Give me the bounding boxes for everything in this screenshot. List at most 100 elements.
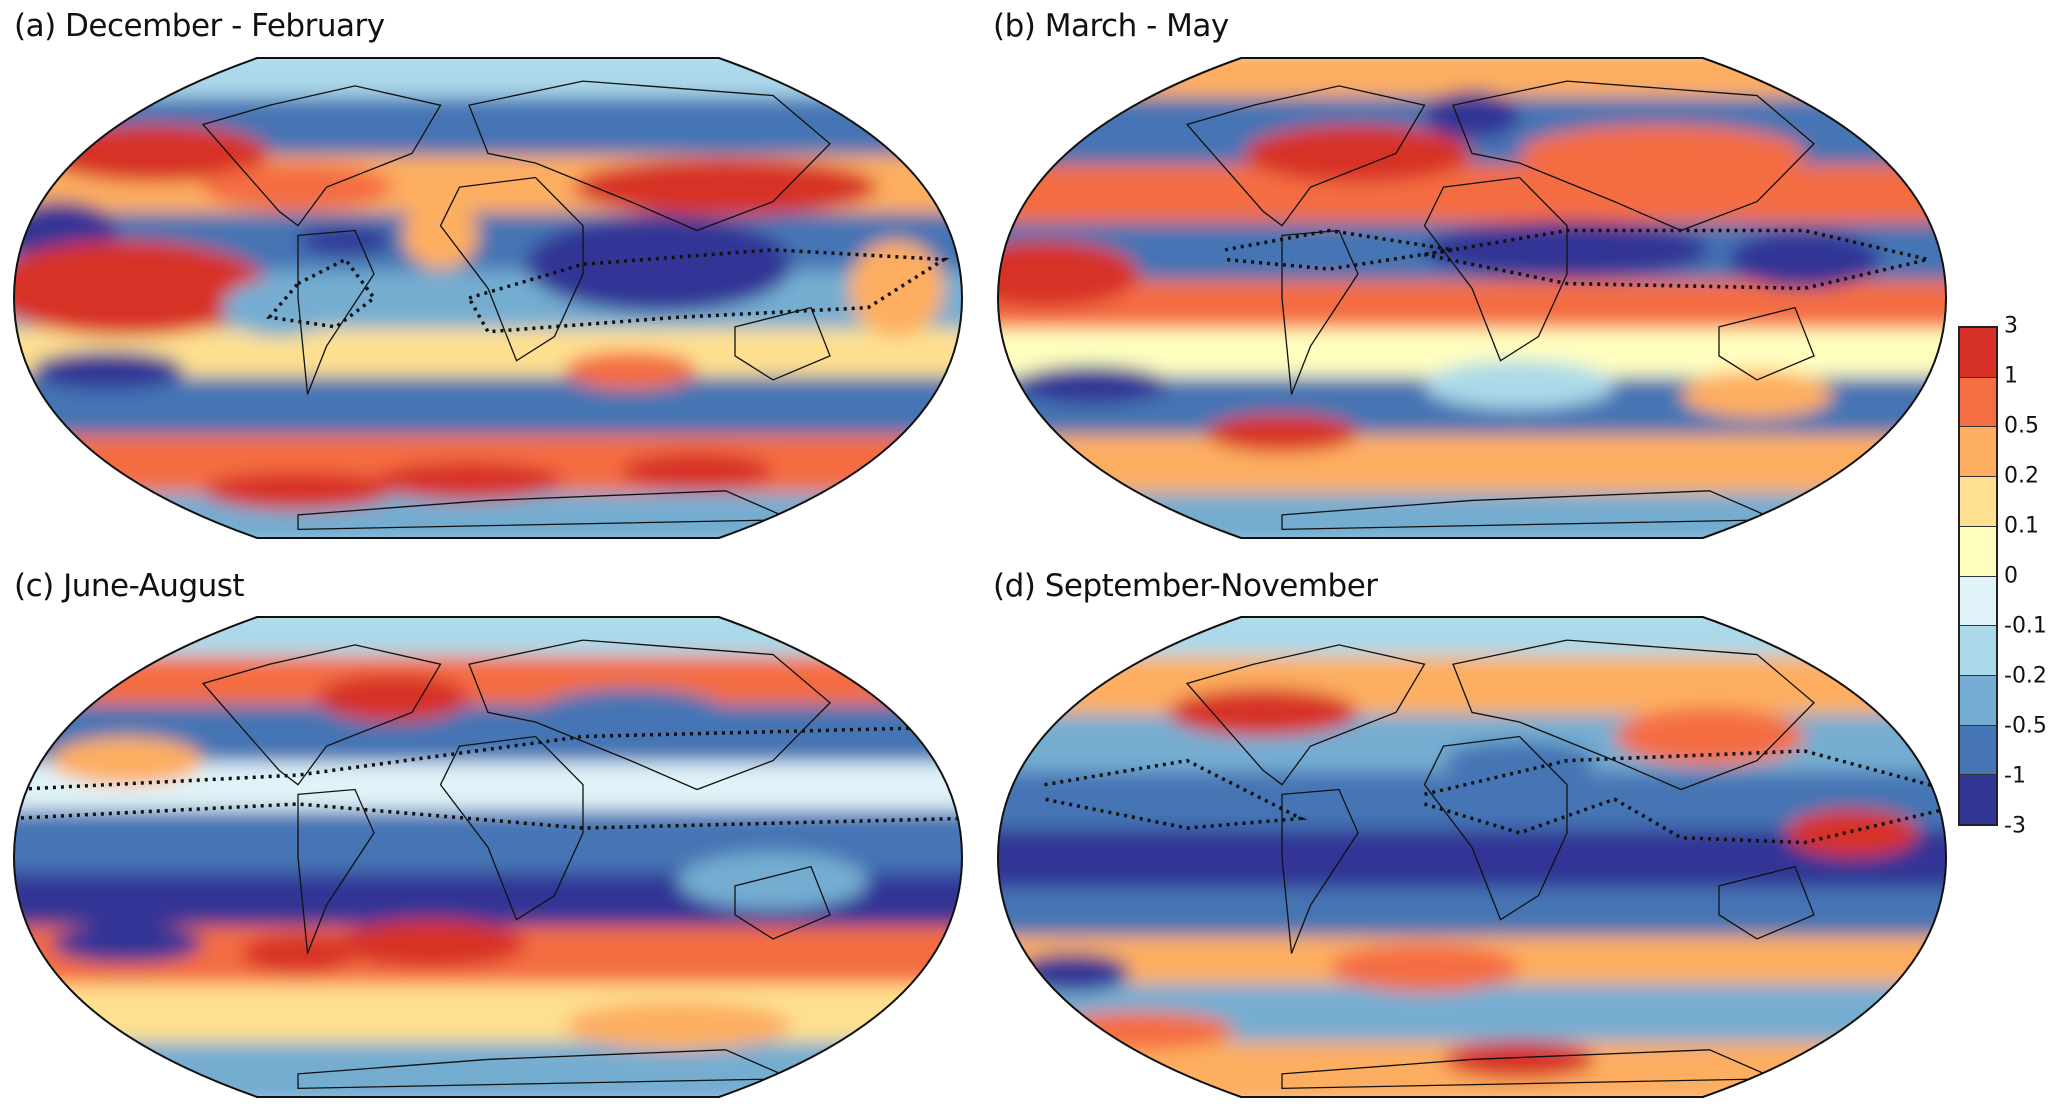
field-anomaly <box>1168 688 1358 737</box>
field-anomaly <box>51 736 203 785</box>
field-anomaly <box>241 934 355 973</box>
field-anomaly <box>336 919 526 968</box>
field-anomaly <box>317 673 469 723</box>
colorbar-tick-label: 0.1 <box>2004 513 2039 539</box>
field-anomaly <box>1282 837 1472 877</box>
colorbar-swatch <box>1960 626 1996 676</box>
panel-title-a: (a) December - February <box>14 8 385 44</box>
colorbar-tick-label: -1 <box>2004 763 2026 789</box>
map-panel-b <box>997 57 1947 539</box>
coastline <box>1718 306 1815 381</box>
colorbar-tick-label: -0.1 <box>2004 613 2047 639</box>
coastline <box>1281 490 1777 531</box>
colorbar-swatch <box>1960 775 1996 825</box>
field-anomaly <box>1728 230 1881 289</box>
colorbar-swatch <box>1960 526 1996 577</box>
coastline <box>201 644 442 786</box>
colorbar-tick-label: -3 <box>2004 813 2026 839</box>
colorbar-swatch <box>1960 576 1996 627</box>
panel-title-d: (d) September-November <box>993 568 1378 604</box>
field-anomaly <box>203 471 393 511</box>
field-anomaly <box>203 163 393 212</box>
coastline <box>1718 865 1815 940</box>
field-anomaly <box>526 216 792 313</box>
coastline <box>297 229 375 395</box>
coastline <box>297 1049 793 1090</box>
coastline <box>201 85 442 227</box>
field-anomaly <box>374 461 564 501</box>
coastline <box>1452 639 1815 791</box>
itcz-dotted-line <box>1424 749 1946 797</box>
field-anomaly <box>1681 370 1833 419</box>
field-anomaly <box>1538 832 1691 882</box>
colorbar-tick-label: 1 <box>2004 363 2018 389</box>
map-panel-c <box>13 616 963 1098</box>
colorbar-tick-label: -0.5 <box>2004 713 2047 739</box>
itcz-dotted-line <box>1424 228 1929 291</box>
field-anomaly <box>1329 943 1520 992</box>
itcz-dotted-line <box>14 802 962 830</box>
coastline <box>1281 788 1359 954</box>
coastline <box>1452 80 1815 232</box>
field-anomaly <box>573 158 878 217</box>
coastline <box>1185 85 1426 227</box>
map-panel-d <box>997 616 1947 1098</box>
field-anomaly <box>32 351 184 390</box>
coastline <box>468 80 831 232</box>
field-anomaly <box>564 351 697 390</box>
colorbar-swatch <box>1960 477 1996 527</box>
coastline <box>297 490 793 531</box>
coastline <box>439 735 584 921</box>
field-band <box>998 492 1946 538</box>
field-anomaly <box>621 452 773 491</box>
panel-title-c: (c) June-August <box>14 568 245 604</box>
field-anomaly <box>1206 413 1358 453</box>
panel-title-b: (b) March - May <box>993 8 1229 44</box>
field-anomaly <box>1044 832 1235 882</box>
colorbar-swatch <box>1960 725 1996 776</box>
coastline <box>734 865 831 940</box>
itcz-dotted-line <box>1044 758 1308 830</box>
colorbar-tick-label: 0.5 <box>2004 413 2039 439</box>
field-anomaly <box>1519 124 1805 183</box>
field-anomaly <box>222 278 336 337</box>
colorbar-swatch <box>1960 675 1996 726</box>
map-outline <box>13 57 963 539</box>
field-anomaly <box>998 240 1140 308</box>
map-outline <box>997 57 1947 539</box>
colorbar-swatch <box>1960 328 1996 378</box>
field-anomaly <box>1016 365 1168 405</box>
field-anomaly <box>564 1001 792 1050</box>
field-anomaly <box>1424 360 1615 409</box>
field-anomaly <box>1424 90 1520 139</box>
itcz-dotted-line <box>1423 797 1946 845</box>
map-outline <box>997 616 1947 1098</box>
colorbar-tick-label: -0.2 <box>2004 663 2047 689</box>
coastline <box>439 176 584 362</box>
field-anomaly <box>1443 741 1596 780</box>
coastline <box>1185 644 1426 786</box>
coastline <box>468 639 831 791</box>
coastline <box>1281 229 1359 395</box>
field-band <box>14 1041 962 1097</box>
coastline <box>297 788 375 954</box>
colorbar <box>1958 326 1998 826</box>
map-outline <box>13 616 963 1098</box>
field-anomaly <box>1016 953 1130 992</box>
field-anomaly <box>1244 124 1472 183</box>
colorbar-swatch <box>1960 427 1996 478</box>
field-anomaly <box>402 201 479 270</box>
colorbar-tick-label: 0.2 <box>2004 463 2039 489</box>
field-anomaly <box>1614 707 1805 766</box>
colorbar-tick-label: 0 <box>2004 563 2018 589</box>
field-anomaly <box>1044 1011 1235 1050</box>
colorbar-tick-label: 3 <box>2004 313 2018 339</box>
field-anomaly <box>535 688 726 737</box>
field-anomaly <box>14 240 270 337</box>
field-anomaly <box>51 924 203 964</box>
field-anomaly <box>678 852 868 911</box>
colorbar-swatch <box>1960 377 1996 428</box>
coastline <box>1281 1049 1777 1090</box>
field-anomaly <box>1443 1040 1596 1079</box>
coastline <box>1423 735 1568 921</box>
